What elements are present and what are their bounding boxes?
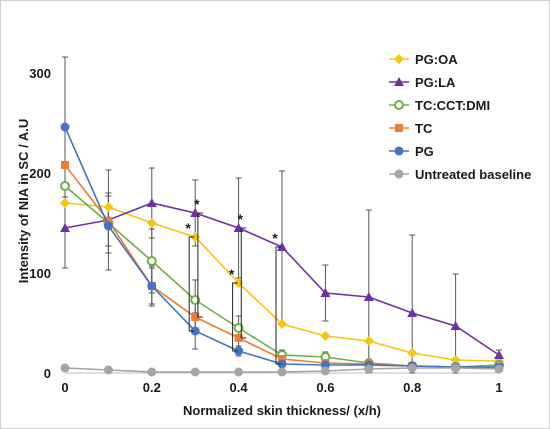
series-group: [60, 122, 504, 377]
data-point-tc-cct-dmi: [190, 295, 201, 305]
data-point-untreated-baseline: [407, 363, 417, 373]
data-point-untreated-baseline: [451, 363, 461, 373]
significance-star: *: [194, 196, 200, 212]
data-point-pg-oa: [146, 218, 157, 228]
legend-label: TC:CCT:DMI: [415, 98, 490, 113]
significance-star: *: [185, 220, 191, 236]
data-point-pg-la: [363, 292, 374, 301]
legend-item-pg-oa: PG:OA: [389, 52, 458, 67]
data-point-pg: [103, 221, 113, 231]
x-tick-label: 1: [495, 380, 502, 395]
legend: PG:OA PG:LA TC:CCT:DMI TC PG Untreated baseli…: [389, 52, 531, 182]
legend-label: TC: [415, 121, 433, 136]
data-point-untreated-baseline: [494, 364, 504, 374]
data-point-pg: [234, 346, 244, 356]
data-point-pg: [60, 122, 70, 132]
significance-bracket: *: [272, 230, 281, 365]
legend-item-pg-la: PG:LA: [389, 75, 456, 90]
data-point-pg-oa: [60, 198, 70, 208]
legend-label: Untreated baseline: [415, 167, 531, 182]
significance-bracket: *: [194, 196, 203, 318]
data-point-tc: [61, 161, 69, 169]
y-axis-title: Intensity of NIA in SC / A.U: [16, 119, 31, 283]
data-point-pg-oa: [320, 331, 331, 341]
legend-item-tc: TC: [389, 121, 433, 136]
significance-star: *: [238, 211, 244, 227]
data-point-untreated-baseline: [147, 367, 157, 377]
legend-swatch-marker: [394, 54, 404, 64]
data-point-pg: [277, 359, 287, 369]
data-point-tc: [278, 355, 286, 363]
legend-item-pg: PG: [389, 144, 434, 159]
x-tick-label: 0.6: [316, 380, 334, 395]
x-tick-label: 0.4: [230, 380, 249, 395]
significance-star: *: [229, 266, 235, 282]
significance-bracket: *: [238, 211, 247, 339]
data-point-pg: [190, 326, 200, 336]
data-point-tc-cct-dmi: [146, 256, 157, 266]
data-point-pg-oa: [450, 355, 461, 365]
data-point-tc: [191, 313, 200, 321]
legend-label: PG: [415, 144, 434, 159]
legend-swatch-marker: [394, 77, 404, 86]
annotations-group: *****: [185, 196, 281, 365]
significance-star: *: [272, 230, 278, 246]
significance-bracket: *: [185, 220, 195, 332]
data-point-pg-oa: [407, 348, 418, 358]
data-point-pg-la: [407, 308, 418, 317]
data-point-pg-la: [494, 350, 504, 359]
x-tick-label: 0.8: [403, 380, 421, 395]
y-tick-label: 200: [29, 166, 51, 181]
x-tick-label: 0: [61, 380, 68, 395]
data-point-untreated-baseline: [190, 367, 200, 377]
data-point-pg-la: [60, 223, 70, 232]
data-point-untreated-baseline: [320, 366, 330, 376]
data-point-tc-cct-dmi: [60, 181, 70, 191]
data-point-untreated-baseline: [234, 367, 244, 377]
data-point-tc: [234, 334, 243, 342]
data-point-pg-la: [320, 288, 331, 297]
data-point-tc-cct-dmi: [233, 323, 244, 333]
data-point-untreated-baseline: [364, 364, 374, 374]
legend-swatch-marker: [394, 146, 404, 156]
data-point-tc: [104, 217, 113, 225]
legend-swatch-marker: [395, 124, 403, 132]
data-point-pg: [147, 281, 157, 291]
legend-label: PG:LA: [415, 75, 456, 90]
data-point-pg-la: [146, 198, 157, 207]
data-point-pg-oa: [363, 336, 374, 346]
data-point-pg-oa: [103, 202, 114, 212]
data-point-pg-oa: [277, 319, 287, 329]
x-tick-label: 0.2: [143, 380, 161, 395]
y-tick-label: 0: [44, 366, 51, 381]
legend-swatch-marker: [394, 169, 404, 179]
data-point-untreated-baseline: [277, 367, 287, 377]
legend-swatch-marker: [394, 100, 404, 110]
y-tick-label: 100: [29, 266, 51, 281]
data-point-pg-la: [277, 242, 287, 251]
data-point-untreated-baseline: [60, 363, 70, 373]
legend-item-untreated-baseline: Untreated baseline: [389, 167, 531, 182]
error-bar-pg-la: [365, 209, 372, 374]
significance-bracket: *: [229, 266, 238, 352]
x-axis-title: Normalized skin thickness/ (x/h): [183, 403, 381, 418]
ticks-group: 0 0.2 0.4 0.6 0.8 1 0 100 200 300: [29, 66, 502, 395]
y-tick-label: 300: [29, 66, 51, 81]
data-point-pg-la: [450, 321, 461, 330]
data-point-untreated-baseline: [103, 365, 113, 375]
legend-item-tc-cct-dmi: TC:CCT:DMI: [389, 98, 490, 113]
legend-label: PG:OA: [415, 52, 458, 67]
